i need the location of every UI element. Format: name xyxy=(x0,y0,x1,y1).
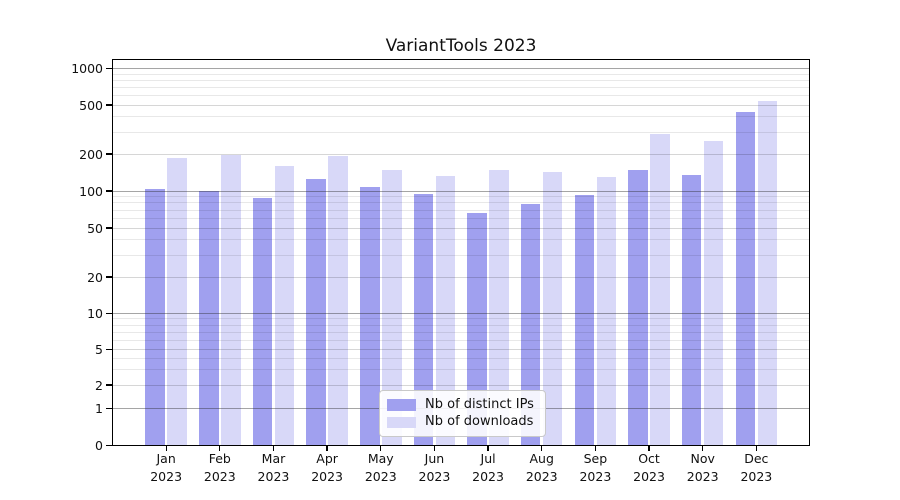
x-tick-mark-feb xyxy=(219,446,221,451)
x-tick-mark-mar xyxy=(272,446,275,451)
bar-distinct-ips-nov xyxy=(681,174,702,446)
x-tick-label-dec: Dec 2023 xyxy=(740,451,773,484)
bar-distinct-ips-dec xyxy=(735,111,756,446)
chart-title: VariantTools 2023 xyxy=(385,36,537,56)
legend: Nb of distinct IPs Nb of downloads xyxy=(379,390,546,437)
x-tick-mark-dec xyxy=(755,446,757,451)
y-tick-label-50: 50 xyxy=(87,220,103,236)
bar-distinct-ips-may xyxy=(360,187,380,446)
bar-distinct-ips-oct xyxy=(628,170,648,446)
bar-downloads-mar xyxy=(274,165,295,446)
y-tick-mark-10 xyxy=(106,312,112,315)
bar-distinct-ips-jan xyxy=(145,188,165,446)
y-tick-label-1000: 1000 xyxy=(71,61,103,76)
bar-distinct-ips-feb xyxy=(199,191,219,446)
y-tick-label-1: 1 xyxy=(95,401,103,416)
x-tick-label-jul: Jul 2023 xyxy=(472,451,504,484)
legend-label-distinct-ips: Nb of distinct IPs xyxy=(425,396,534,412)
x-tick-mark-jan xyxy=(165,446,167,451)
y-tick-mark-100 xyxy=(106,190,112,192)
x-tick-label-feb: Feb 2023 xyxy=(203,451,236,484)
y-tick-label-10: 10 xyxy=(87,306,103,321)
x-tick-mark-apr xyxy=(326,446,328,451)
x-tick-label-apr: Apr 2023 xyxy=(311,451,344,484)
bar-downloads-oct xyxy=(650,133,670,446)
bar-downloads-feb xyxy=(221,155,241,446)
x-tick-mark-nov xyxy=(702,446,704,451)
bar-downloads-sep xyxy=(596,176,617,446)
y-tick-mark-20 xyxy=(106,276,112,278)
x-tick-label-mar: Mar 2023 xyxy=(257,451,290,484)
y-tick-mark-0 xyxy=(106,444,112,447)
x-tick-label-jun: Jun 2023 xyxy=(418,451,451,484)
x-tick-label-jan: Jan 2023 xyxy=(150,451,183,484)
legend-label-downloads: Nb of downloads xyxy=(425,414,534,430)
x-tick-mark-may xyxy=(380,446,382,451)
y-tick-label-2: 2 xyxy=(95,377,103,393)
x-tick-label-oct: Oct 2023 xyxy=(633,451,665,484)
x-tick-label-may: May 2023 xyxy=(364,451,397,484)
y-tick-mark-2 xyxy=(106,384,112,386)
legend-item-downloads: Nb of downloads xyxy=(387,414,536,430)
y-tick-label-100: 100 xyxy=(79,183,103,199)
x-tick-label-nov: Nov 2023 xyxy=(686,451,719,484)
y-tick-mark-1000 xyxy=(106,67,112,70)
y-tick-label-0: 0 xyxy=(95,438,103,453)
bar-downloads-nov xyxy=(703,141,724,446)
y-tick-label-500: 500 xyxy=(79,97,103,113)
bar-downloads-jan xyxy=(167,158,187,446)
x-tick-mark-aug xyxy=(541,446,543,451)
x-tick-label-sep: Sep 2023 xyxy=(579,451,612,484)
legend-swatch-distinct-ips xyxy=(387,399,416,411)
bar-downloads-may xyxy=(382,170,402,446)
x-tick-mark-sep xyxy=(594,446,597,451)
legend-swatch-downloads xyxy=(387,416,416,428)
x-tick-label-aug: Aug 2023 xyxy=(525,451,558,484)
x-tick-mark-oct xyxy=(648,446,650,451)
y-tick-label-200: 200 xyxy=(79,146,103,162)
x-tick-mark-jun xyxy=(433,446,436,451)
y-tick-mark-500 xyxy=(106,104,112,106)
bar-distinct-ips-mar xyxy=(252,197,273,446)
bar-downloads-dec xyxy=(757,101,778,446)
bar-distinct-ips-sep xyxy=(574,194,595,446)
y-tick-mark-1 xyxy=(106,407,112,410)
y-tick-label-5: 5 xyxy=(95,342,103,357)
bar-downloads-jun xyxy=(435,176,456,446)
y-tick-mark-50 xyxy=(106,227,112,229)
bar-distinct-ips-jul xyxy=(467,213,487,446)
bar-downloads-apr xyxy=(328,156,348,446)
bar-distinct-ips-apr xyxy=(306,179,326,446)
y-tick-label-20: 20 xyxy=(87,269,103,285)
bar-distinct-ips-aug xyxy=(520,204,541,446)
legend-item-distinct-ips: Nb of distinct IPs xyxy=(387,397,536,413)
bar-distinct-ips-jun xyxy=(413,193,434,446)
bar-downloads-aug xyxy=(542,171,563,446)
y-tick-mark-200 xyxy=(106,153,112,155)
bar-downloads-jul xyxy=(489,170,509,446)
x-tick-mark-jul xyxy=(487,446,489,451)
y-tick-mark-5 xyxy=(106,348,112,351)
